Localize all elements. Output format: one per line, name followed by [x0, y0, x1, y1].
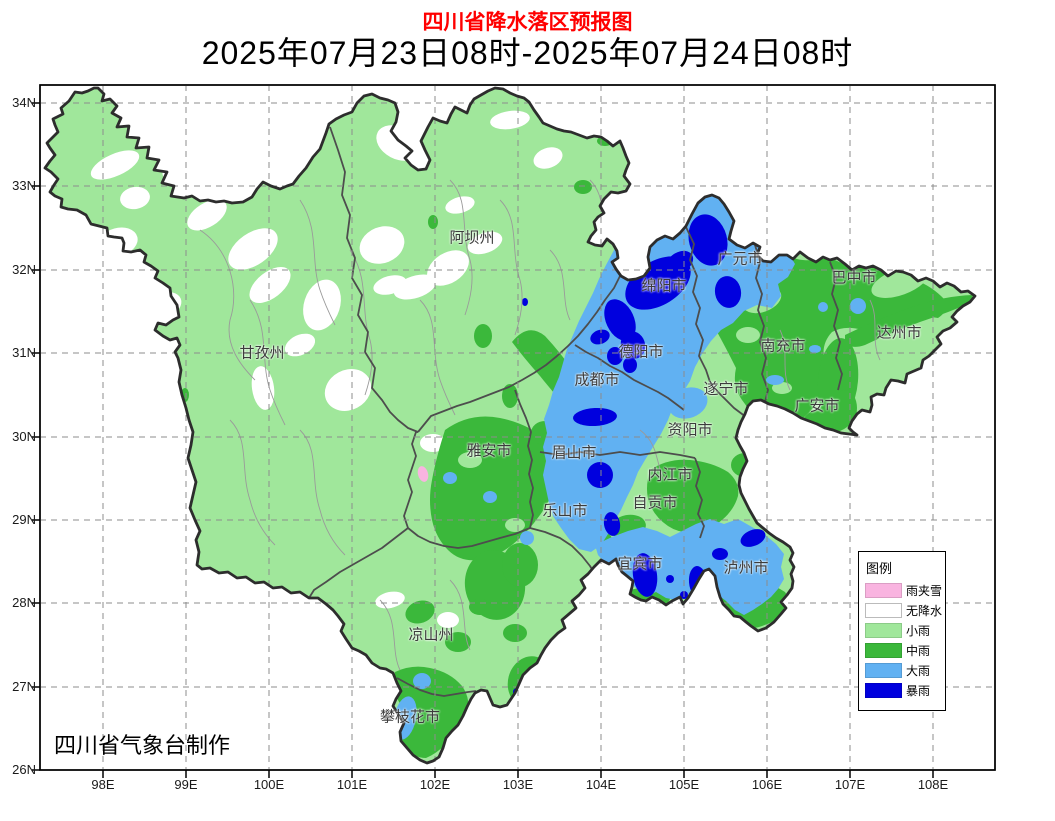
legend: 图例 雨夹雪无降水小雨中雨大雨暴雨 [858, 551, 946, 711]
lon-tick-label: 103E [502, 777, 534, 792]
region-label: 甘孜州 [239, 344, 285, 362]
legend-item: 大雨 [865, 663, 945, 678]
region-label: 雅安市 [466, 442, 512, 460]
region-label: 眉山市 [551, 444, 597, 462]
page-title: 四川省降水落区预报图 [422, 11, 633, 34]
lat-tick-label: 26N [12, 762, 36, 777]
region-label: 南充市 [760, 337, 806, 355]
lat-tick-label: 27N [12, 679, 36, 694]
province-border [43, 86, 977, 765]
sleet-patch [417, 466, 429, 482]
legend-item: 暴雨 [865, 683, 945, 698]
region-label: 乐山市 [542, 502, 588, 520]
lon-tick-label: 98E [91, 777, 115, 792]
lat-tick-label: 31N [12, 345, 36, 360]
legend-title: 图例 [866, 561, 893, 576]
legend-item: 小雨 [865, 623, 945, 638]
region-label: 宜宾市 [617, 555, 663, 573]
legend-swatch-0 [865, 583, 902, 598]
region-label: 达州市 [876, 324, 922, 342]
legend-label: 中雨 [906, 644, 931, 658]
lon-tick-label: 100E [253, 777, 285, 792]
lon-tick-label: 108E [917, 777, 949, 792]
legend-item: 雨夹雪 [865, 583, 945, 598]
legend-items: 雨夹雪无降水小雨中雨大雨暴雨 [865, 583, 945, 698]
legend-swatch-3 [865, 643, 902, 658]
lat-tick-label: 32N [12, 262, 36, 277]
lat-tick-label: 30N [12, 429, 36, 444]
legend-item: 中雨 [865, 643, 945, 658]
lon-tick-label: 107E [834, 777, 866, 792]
region-label: 阿坝州 [449, 229, 495, 247]
legend-swatch-1 [865, 603, 902, 618]
region-label: 内江市 [647, 466, 693, 484]
region-label: 成都市 [574, 371, 620, 389]
legend-label: 雨夹雪 [906, 584, 943, 598]
region-label: 凉山州 [408, 626, 454, 644]
region-label: 巴中市 [831, 269, 877, 287]
lon-tick-label: 105E [668, 777, 700, 792]
legend-label: 小雨 [906, 624, 931, 638]
legend-label: 无降水 [906, 604, 943, 618]
region-label: 广元市 [717, 250, 763, 268]
lat-tick-label: 33N [12, 178, 36, 193]
legend-swatch-4 [865, 663, 902, 678]
legend-label: 大雨 [906, 664, 931, 678]
lat-tick-label: 29N [12, 512, 36, 527]
lat-tick-label: 28N [12, 595, 36, 610]
forecast-period: 2025年07月23日08时-2025年07月24日08时 [201, 35, 854, 71]
legend-swatch-5 [865, 683, 902, 698]
region-label: 自贡市 [632, 494, 678, 512]
region-label: 绵阳市 [641, 277, 687, 295]
legend-swatch-2 [865, 623, 902, 638]
lon-tick-label: 104E [585, 777, 617, 792]
lon-tick-label: 101E [336, 777, 368, 792]
prefecture-boundaries [308, 126, 843, 697]
region-label: 广安市 [794, 397, 840, 415]
rainstorm-patches [513, 214, 766, 696]
region-label: 资阳市 [667, 421, 713, 439]
lat-tick-label: 34N [12, 95, 36, 110]
lon-tick-label: 106E [751, 777, 783, 792]
attribution: 四川省气象台制作 [54, 733, 231, 758]
region-label: 遂宁市 [703, 380, 749, 398]
lon-tick-label: 102E [419, 777, 451, 792]
lon-tick-label: 99E [174, 777, 198, 792]
region-label: 泸州市 [723, 559, 769, 577]
region-label: 攀枝花市 [379, 708, 441, 726]
legend-item: 无降水 [865, 603, 945, 618]
axis-ticks [32, 102, 934, 778]
region-label: 德阳市 [618, 343, 664, 361]
legend-label: 暴雨 [906, 684, 931, 698]
